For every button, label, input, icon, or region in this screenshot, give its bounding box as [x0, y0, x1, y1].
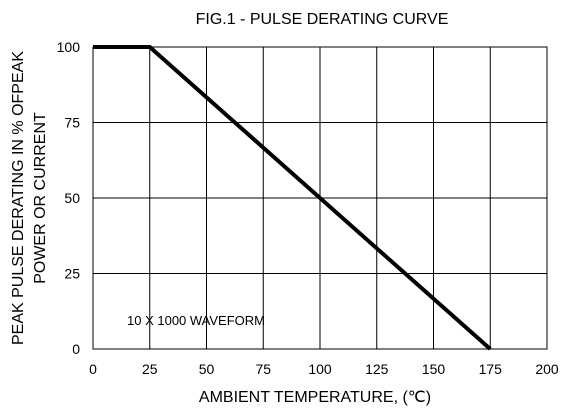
x-tick-label-200: 200	[535, 361, 559, 377]
series-layer	[92, 45, 492, 351]
x-tick-label-75: 75	[255, 361, 271, 377]
y-tick-label-50: 50	[64, 190, 80, 206]
x-axis-label: AMBIENT TEMPERATURE, (℃)	[199, 389, 431, 406]
x-tick-label-150: 150	[422, 361, 446, 377]
y-axis-label-line1: PEAK PULSE DERATING IN % OFPEAK	[10, 51, 27, 345]
x-axis-ticks: 0 25 50 75 100 125 150 175 200	[89, 361, 559, 377]
y-tick-label-0: 0	[72, 341, 80, 357]
chart-title: FIG.1 - PULSE DERATING CURVE	[196, 11, 449, 28]
x-tick-label-50: 50	[199, 361, 215, 377]
y-axis-label-line2: POWER OR CURRENT	[32, 112, 49, 284]
y-tick-label-75: 75	[64, 115, 80, 131]
x-tick-label-100: 100	[308, 361, 332, 377]
x-tick-label-175: 175	[479, 361, 503, 377]
x-tick-label-125: 125	[365, 361, 389, 377]
waveform-annotation: 10 X 1000 WAVEFORM	[127, 313, 265, 328]
y-tick-label-25: 25	[64, 266, 80, 282]
x-tick-label-0: 0	[89, 361, 97, 377]
y-tick-label-100: 100	[57, 39, 81, 55]
x-tick-label-25: 25	[142, 361, 158, 377]
y-axis-ticks: 0 25 50 75 100	[57, 39, 81, 357]
